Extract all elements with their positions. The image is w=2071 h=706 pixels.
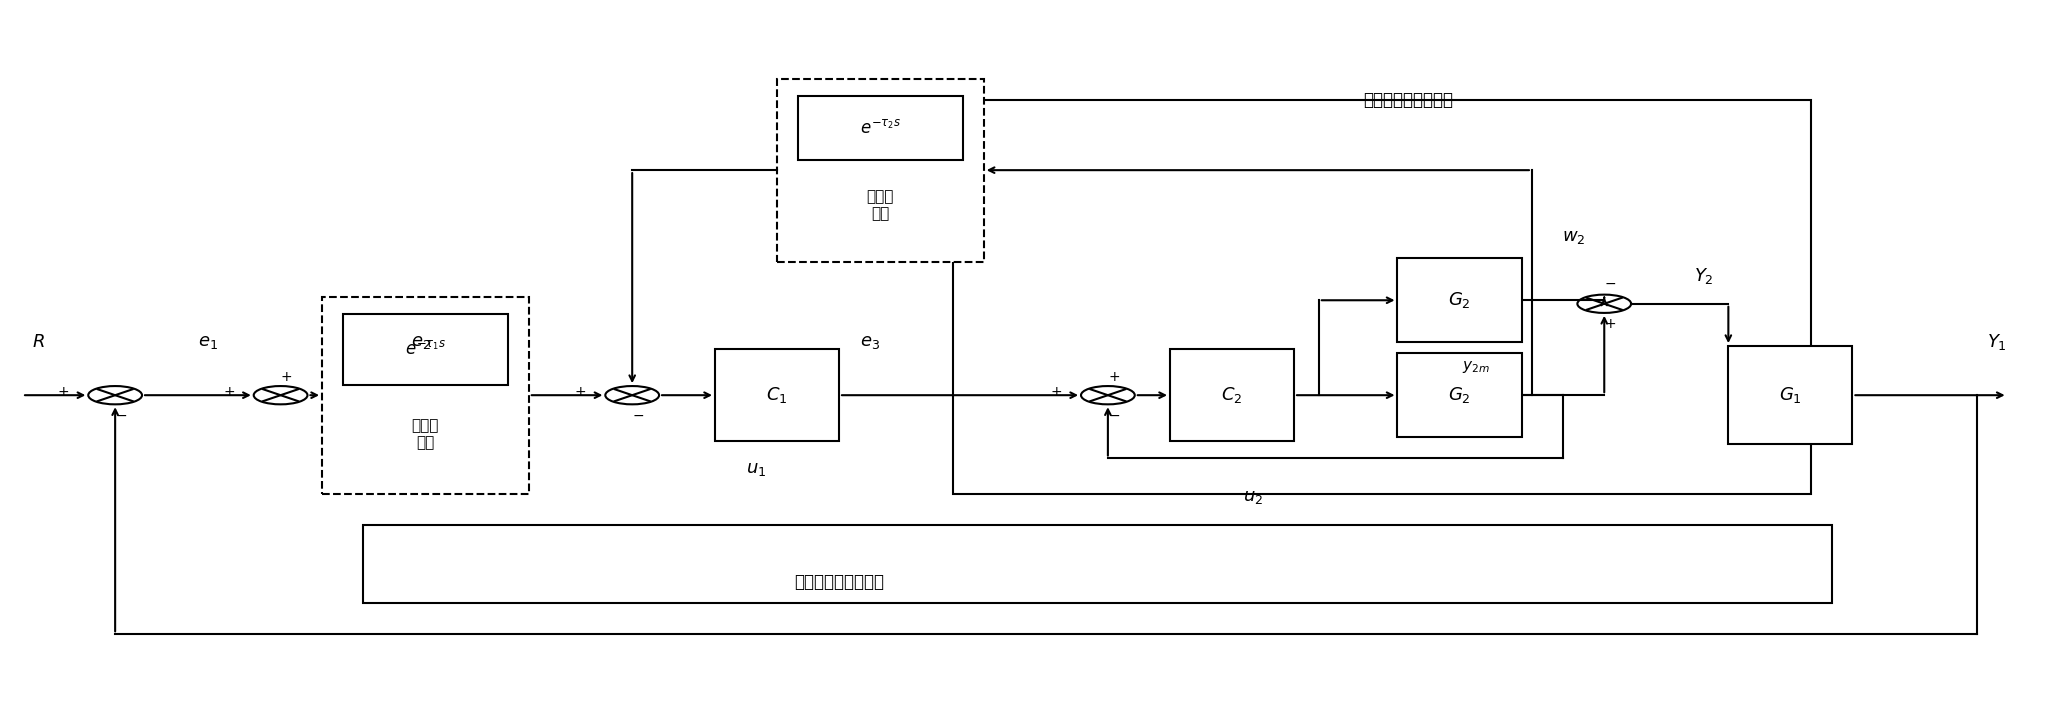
Text: +: + — [224, 385, 234, 400]
Text: −: − — [1605, 277, 1615, 291]
Text: +: + — [58, 385, 68, 400]
Bar — [342, 314, 507, 385]
Text: +: + — [574, 385, 586, 400]
Text: 外前向
网络: 外前向 网络 — [412, 418, 439, 450]
Text: $u_2$: $u_2$ — [1243, 488, 1263, 506]
Text: 内反馈
网络: 内反馈 网络 — [866, 189, 895, 222]
Text: $y_{2m}$: $y_{2m}$ — [1462, 359, 1489, 375]
Text: +: + — [1605, 317, 1615, 331]
Bar — [714, 349, 839, 441]
Bar — [797, 96, 963, 160]
Bar — [777, 79, 984, 262]
Bar — [1170, 349, 1294, 441]
Text: +: + — [1050, 385, 1062, 400]
Text: $e_2$: $e_2$ — [412, 333, 431, 352]
Bar — [953, 100, 1810, 493]
Text: $G_2$: $G_2$ — [1448, 385, 1470, 405]
Bar — [362, 525, 1831, 603]
Text: $G_1$: $G_1$ — [1779, 385, 1802, 405]
Text: −: − — [632, 409, 644, 423]
Text: −: − — [116, 409, 126, 423]
Bar — [321, 297, 528, 493]
Text: $R$: $R$ — [33, 333, 46, 352]
Text: $e_3$: $e_3$ — [859, 333, 880, 352]
Text: 内回路闭环网络控制: 内回路闭环网络控制 — [1363, 91, 1452, 109]
Text: $e^{-\tau_2 s}$: $e^{-\tau_2 s}$ — [859, 119, 901, 137]
Bar — [1398, 353, 1522, 438]
Text: $e^{-\tau_1 s}$: $e^{-\tau_1 s}$ — [404, 340, 445, 359]
Text: $C_2$: $C_2$ — [1222, 385, 1243, 405]
Text: −: − — [1108, 409, 1120, 423]
Text: $Y_2$: $Y_2$ — [1694, 265, 1713, 286]
Text: $w_2$: $w_2$ — [1562, 228, 1584, 246]
Text: +: + — [282, 370, 292, 384]
Text: $Y_1$: $Y_1$ — [1988, 333, 2007, 352]
Text: 外回路闭环网络控制: 外回路闭环网络控制 — [793, 573, 884, 590]
Text: $u_1$: $u_1$ — [746, 460, 766, 478]
Text: +: + — [1108, 370, 1120, 384]
Text: $e_1$: $e_1$ — [199, 333, 217, 352]
Bar — [1729, 346, 1851, 444]
Text: $G_2$: $G_2$ — [1448, 290, 1470, 310]
Bar — [1398, 258, 1522, 342]
Text: $C_1$: $C_1$ — [766, 385, 787, 405]
